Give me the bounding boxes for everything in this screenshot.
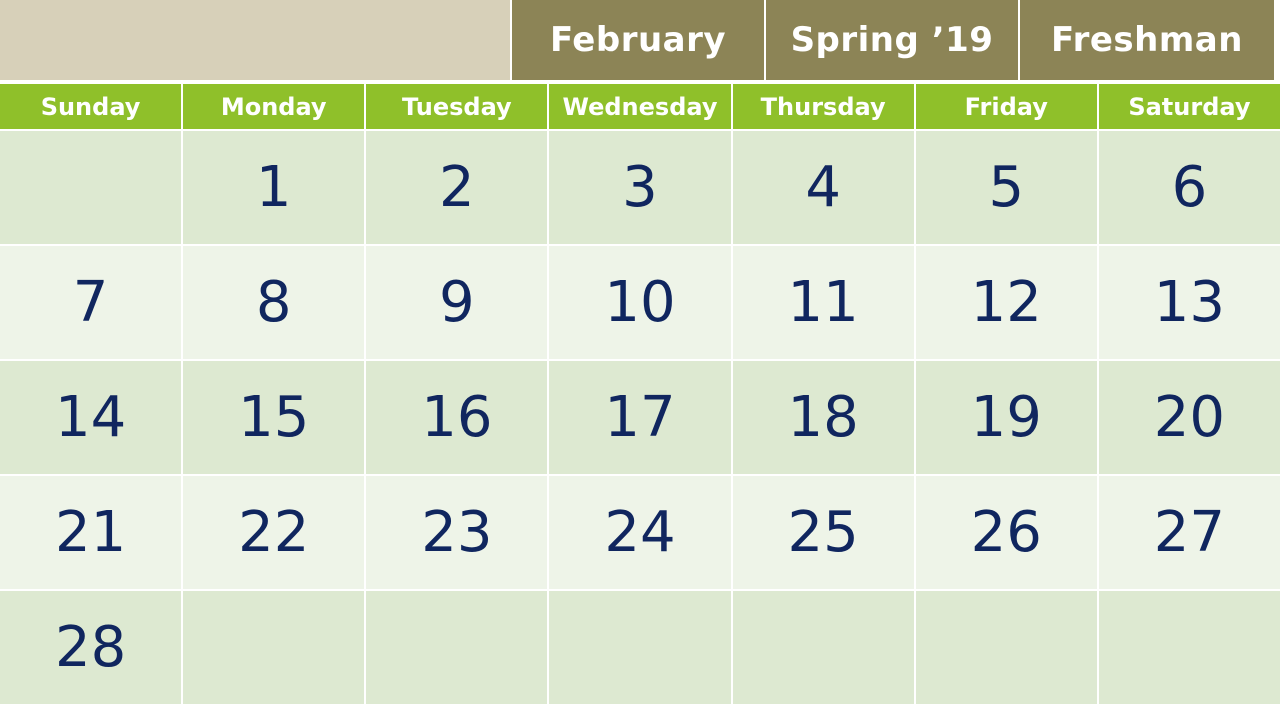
- day-cell: 23: [366, 476, 548, 589]
- day-cell: [549, 591, 731, 704]
- weekday-header-saturday: Saturday: [1098, 84, 1280, 129]
- day-cell: [366, 591, 548, 704]
- weekday-header-sunday: Sunday: [0, 84, 182, 129]
- day-cell: 12: [915, 246, 1097, 359]
- day-cell: 16: [366, 361, 548, 474]
- day-cell: 24: [549, 476, 731, 589]
- class-level-title: Freshman: [1020, 0, 1274, 80]
- day-cell: 9: [366, 246, 548, 359]
- day-cell: 15: [183, 361, 365, 474]
- day-cell: 22: [183, 476, 365, 589]
- day-cell: 17: [549, 361, 731, 474]
- day-cell: 8: [183, 246, 365, 359]
- day-cell: 25: [732, 476, 914, 589]
- day-cell: [915, 591, 1097, 704]
- day-cell: 28: [0, 591, 182, 704]
- weekday-header-monday: Monday: [183, 84, 365, 129]
- day-cell: 3: [549, 131, 731, 244]
- day-cell: 7: [0, 246, 182, 359]
- day-cell: [1098, 591, 1280, 704]
- day-cell: 1: [183, 131, 365, 244]
- weekday-header-wednesday: Wednesday: [549, 84, 731, 129]
- day-cell: [183, 591, 365, 704]
- day-cell: 21: [0, 476, 182, 589]
- weekday-header-thursday: Thursday: [732, 84, 914, 129]
- calendar-header-bar: February Spring ’19 Freshman: [0, 0, 1280, 83]
- month-calendar-grid: Sunday Monday Tuesday Wednesday Thursday…: [0, 84, 1280, 704]
- day-cell: 11: [732, 246, 914, 359]
- day-cell: 20: [1098, 361, 1280, 474]
- day-cell: 6: [1098, 131, 1280, 244]
- weekday-header-friday: Friday: [915, 84, 1097, 129]
- day-cell: 18: [732, 361, 914, 474]
- day-cell: 27: [1098, 476, 1280, 589]
- month-title: February: [512, 0, 766, 80]
- day-cell: 14: [0, 361, 182, 474]
- day-cell: 10: [549, 246, 731, 359]
- header-blank-area: [0, 0, 512, 80]
- day-cell: [732, 591, 914, 704]
- day-cell: 13: [1098, 246, 1280, 359]
- day-cell: 5: [915, 131, 1097, 244]
- day-cell: [0, 131, 182, 244]
- weekday-header-tuesday: Tuesday: [366, 84, 548, 129]
- day-cell: 26: [915, 476, 1097, 589]
- day-cell: 2: [366, 131, 548, 244]
- day-cell: 19: [915, 361, 1097, 474]
- day-cell: 4: [732, 131, 914, 244]
- term-title: Spring ’19: [766, 0, 1020, 80]
